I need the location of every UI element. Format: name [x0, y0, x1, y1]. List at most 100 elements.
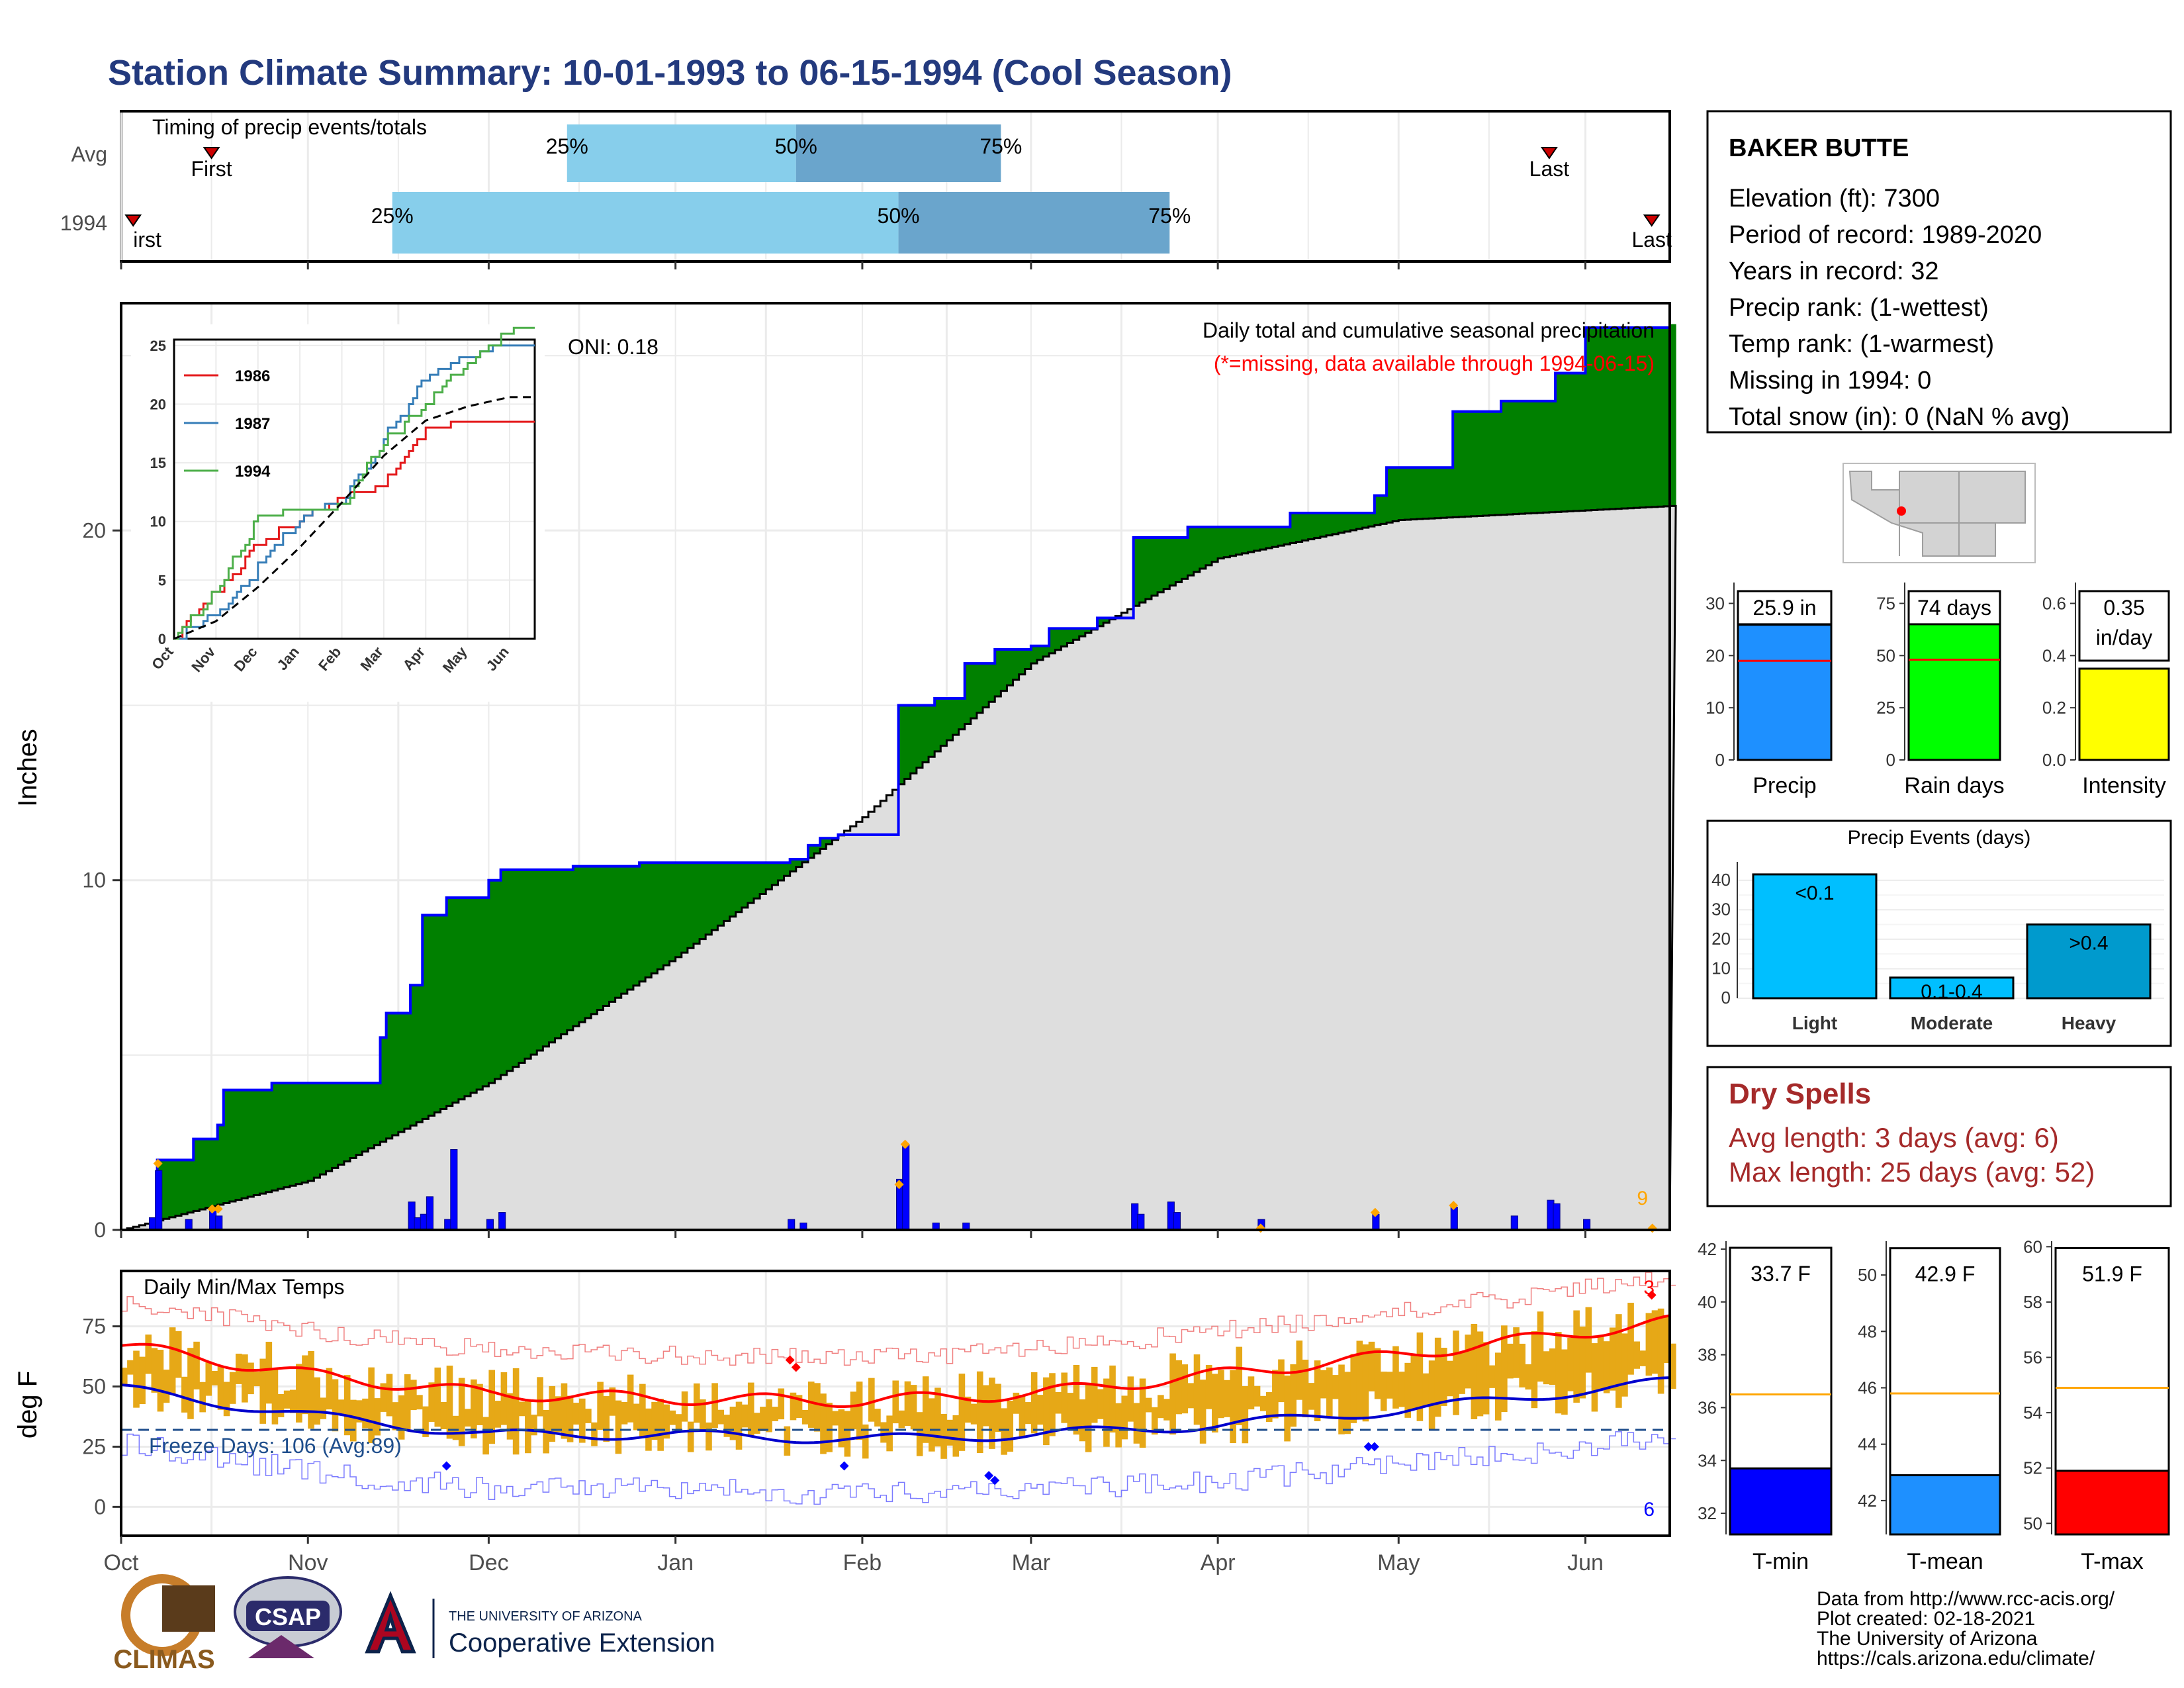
precip-above-normal-fill	[989, 663, 995, 702]
summary-category-label: Rain days	[1904, 773, 2004, 798]
precip-above-normal-fill	[597, 866, 604, 1010]
precip-daily-bar	[1137, 1213, 1145, 1231]
temp-daily-range-bar	[904, 1381, 911, 1427]
precip-above-normal-fill	[253, 1090, 261, 1196]
temp-daily-range-bar	[693, 1383, 700, 1423]
tempbar-ytick-label: 34	[1698, 1450, 1717, 1470]
temp-daily-range-bar	[700, 1399, 706, 1430]
precip-above-normal-fill	[392, 1013, 399, 1136]
precip-above-normal-fill	[1320, 512, 1327, 537]
month-label: Nov	[288, 1550, 328, 1575]
summary-ytick-label: 0.2	[2042, 698, 2066, 718]
temp-daily-range-bar	[826, 1403, 833, 1452]
inset-line-1987	[174, 344, 535, 640]
tempbar-ytick-label: 44	[1858, 1434, 1877, 1454]
temp-daily-range-bar	[1061, 1372, 1068, 1423]
precip-above-normal-fill	[193, 1139, 200, 1211]
precip-above-normal-fill	[543, 869, 550, 1047]
precip-above-normal-fill	[567, 869, 574, 1031]
temp-ylabel: deg F	[13, 1371, 42, 1438]
temp-daily-range-bar	[392, 1402, 399, 1430]
temp-daily-range-bar	[410, 1380, 417, 1411]
precip-daily-bar	[1131, 1203, 1139, 1231]
inset-frame	[173, 338, 536, 640]
inset-ytick-label: 10	[150, 514, 166, 530]
precip-events-panel: Precip Events (days) 010203040<0.1Light0…	[1706, 820, 2172, 1047]
timing-bar-q2-1994	[898, 192, 1170, 254]
precip-above-normal-fill	[229, 1090, 236, 1202]
timing-q75-label: 75%	[979, 134, 1022, 158]
tempbar-t-mean	[1889, 1474, 2001, 1536]
tempbar-value-label: 51.9 F	[2082, 1262, 2142, 1286]
temp-daily-range-bar	[874, 1409, 881, 1427]
temp-daily-range-bar	[1326, 1367, 1333, 1417]
inset-legend-label: 1994	[235, 463, 271, 481]
events-bar-label: <0.1	[1795, 882, 1834, 904]
precip-above-normal-fill	[1163, 537, 1170, 589]
events-category-label: Heavy	[2062, 1013, 2116, 1033]
record-high-count: 3	[1643, 1277, 1655, 1299]
precip-above-normal-fill	[1519, 400, 1526, 514]
temp-record-marker	[990, 1476, 1000, 1485]
precip-above-normal-fill	[1272, 527, 1279, 547]
temp-daily-range-bar	[289, 1389, 296, 1413]
precip-above-normal-fill	[1591, 327, 1598, 510]
temp-daily-range-bar	[567, 1395, 574, 1442]
precip-above-normal-fill	[1326, 512, 1333, 536]
summary-value-label: 0.35	[2103, 596, 2144, 620]
temp-daily-range-bar	[705, 1422, 712, 1451]
precip-daily-bar	[414, 1217, 422, 1231]
timing-first-marker	[203, 147, 220, 160]
temp-daily-range-bar	[326, 1368, 333, 1410]
precip-above-normal-fill	[1513, 400, 1520, 514]
temp-daily-range-bar	[1585, 1307, 1592, 1373]
precip-above-normal-fill	[572, 866, 580, 1027]
timing-first-label: First	[191, 157, 232, 181]
climas-logo-text: CLIMAS	[113, 1645, 214, 1674]
temp-daily-range-bar	[259, 1358, 267, 1424]
precip-above-normal-fill	[199, 1139, 206, 1209]
temp-daily-range-bar	[1513, 1327, 1520, 1378]
temp-daily-range-bar	[796, 1395, 803, 1419]
station-name: BAKER BUTTE	[1729, 134, 1909, 162]
timing-q50-label: 50%	[775, 134, 817, 158]
temp-daily-range-bar	[735, 1401, 743, 1450]
temp-daily-range-bar	[1212, 1374, 1218, 1432]
csap-badge	[246, 1601, 330, 1631]
temp-summary-bars: 32 34 36 38 40 42 33.7 F T-min 42 44 46 48 50 42.9 F T…	[1698, 1237, 2170, 1574]
precip-above-normal-fill	[1416, 467, 1424, 520]
precip-above-normal-fill	[561, 869, 568, 1035]
temp-daily-range-bar	[440, 1401, 447, 1429]
precip-above-normal-fill	[657, 863, 664, 970]
summary-ytick-label: 0.0	[2042, 750, 2066, 770]
precip-above-normal-fill	[1236, 527, 1243, 555]
temp-daily-range-bar	[1151, 1407, 1158, 1435]
precip-above-normal-fill	[1428, 467, 1435, 519]
precip-above-normal-fill	[1579, 373, 1586, 511]
precip-above-normal-fill	[289, 1083, 296, 1186]
temp-record-marker	[791, 1362, 801, 1372]
state-borders	[1899, 471, 2025, 556]
precip-above-normal-fill	[1248, 527, 1255, 552]
events-ytick-label: 40	[1711, 870, 1731, 890]
temp-daily-range-bar	[1434, 1337, 1441, 1417]
precip-above-normal-fill	[1422, 467, 1430, 519]
precip-above-normal-fill	[1151, 537, 1158, 596]
precip-daily-bar	[902, 1144, 910, 1231]
temp-daily-range-bar	[374, 1398, 381, 1436]
precip-above-normal-fill	[964, 663, 972, 724]
summary-value-label: in/day	[2096, 626, 2152, 649]
timing-q25-label: 25%	[546, 134, 588, 158]
precip-above-normal-fill	[747, 863, 754, 904]
temp-daily-range-bar	[271, 1368, 279, 1425]
temp-daily-range-bar	[1145, 1397, 1152, 1413]
tempbar-ytick-label: 38	[1698, 1345, 1717, 1365]
temp-daily-range-bar	[458, 1378, 465, 1446]
precip-above-normal-fill	[169, 1160, 176, 1217]
temp-daily-range-bar	[814, 1383, 821, 1432]
precip-above-normal-fill	[898, 705, 905, 784]
precip-above-normal-fill	[1230, 527, 1237, 556]
temp-daily-range-bar	[970, 1403, 978, 1425]
precip-above-normal-fill	[525, 869, 531, 1059]
temp-daily-range-bar	[452, 1415, 459, 1440]
